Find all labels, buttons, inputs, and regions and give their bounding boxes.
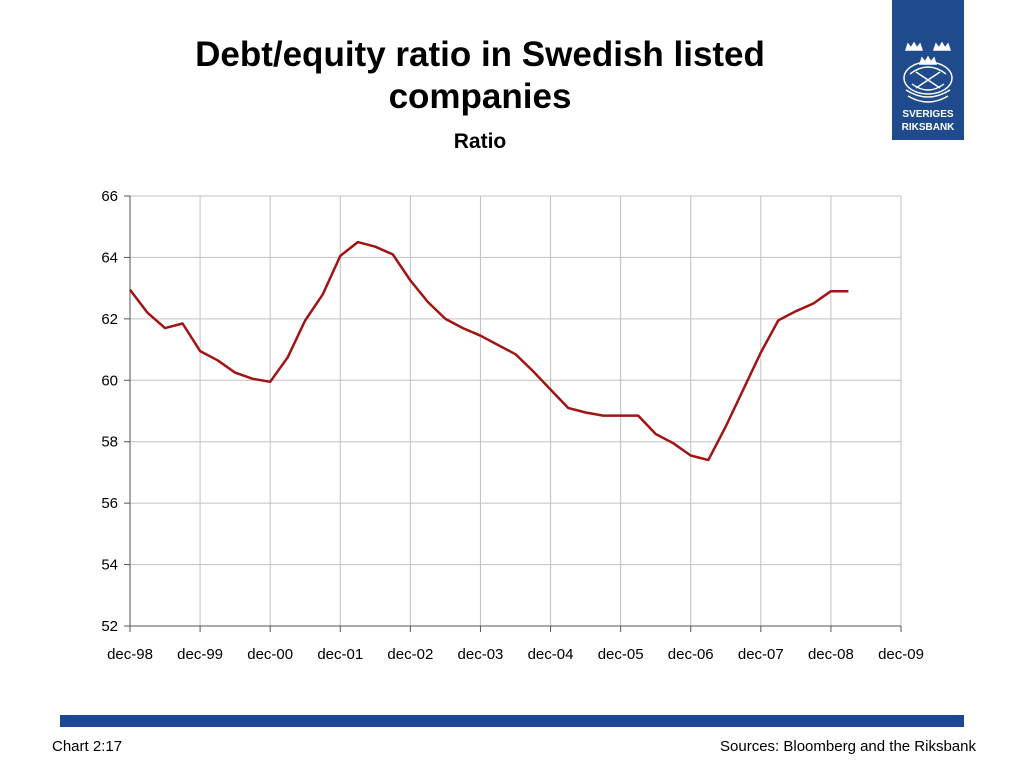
- x-tick-label: dec-08: [808, 646, 854, 663]
- series-line: [129, 240, 849, 462]
- y-tick-label: 66: [101, 188, 118, 205]
- chart-subtitle: Ratio: [453, 130, 507, 153]
- footer-bar: [60, 715, 964, 727]
- x-tick-label: dec-98: [107, 646, 153, 663]
- grid: [130, 195, 902, 627]
- x-tick-label: dec-07: [738, 646, 784, 663]
- y-tick-label: 54: [101, 557, 118, 574]
- chart-title: Debt/equity ratio in Swedish listed comp…: [80, 34, 880, 118]
- x-tick-label: dec-06: [668, 646, 714, 663]
- sources-note: Sources: Bloomberg and the Riksbank: [720, 738, 976, 755]
- x-tick-label: dec-09: [878, 646, 924, 663]
- title-line-1: Debt/equity ratio in Swedish listed: [195, 35, 765, 74]
- x-tick-label: dec-99: [177, 646, 223, 663]
- x-tick-label: dec-03: [458, 646, 504, 663]
- y-tick-label: 52: [101, 618, 118, 635]
- axes: 52 54 56 58 60 62 64 66 dec-98 dec-99 dec-00 dec-01…: [101, 188, 924, 663]
- chart-number: Chart 2:17: [52, 738, 123, 755]
- x-tick-label: dec-02: [387, 646, 433, 663]
- y-tick-label: 60: [101, 372, 118, 389]
- y-tick-label: 56: [101, 495, 118, 512]
- line-chart: 52 54 56 58 60 62 64 66 dec-98 dec-99 dec-00 dec-01…: [101, 188, 924, 663]
- logo-text-line1: SVERIGES: [902, 109, 953, 120]
- x-tick-label: dec-05: [598, 646, 644, 663]
- x-tick-label: dec-00: [247, 646, 293, 663]
- series-layer: [129, 240, 849, 462]
- riksbank-logo: SVERIGES RIKSBANK: [892, 0, 964, 140]
- y-tick-label: 62: [101, 311, 118, 328]
- logo-text-line2: RIKSBANK: [902, 122, 956, 133]
- y-tick-label: 58: [101, 434, 118, 451]
- x-tick-label: dec-01: [317, 646, 363, 663]
- y-tick-label: 64: [101, 249, 118, 266]
- title-line-2: companies: [388, 77, 572, 116]
- x-tick-label: dec-04: [528, 646, 574, 663]
